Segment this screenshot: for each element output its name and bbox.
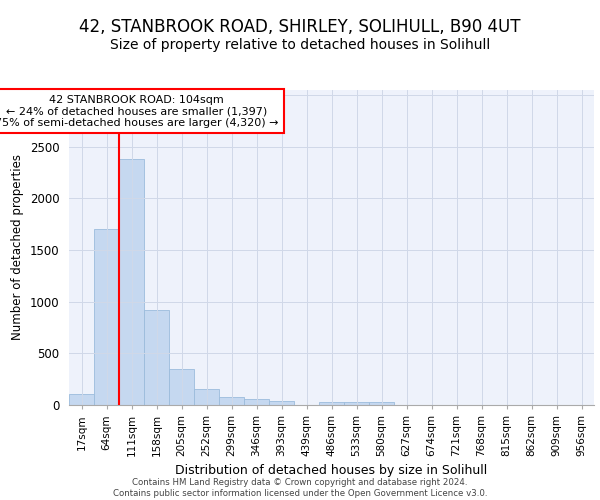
Bar xyxy=(144,310,169,405)
Bar xyxy=(269,401,294,405)
Bar xyxy=(94,230,119,405)
Y-axis label: Number of detached properties: Number of detached properties xyxy=(11,154,24,340)
Bar xyxy=(194,389,219,405)
Bar xyxy=(344,402,369,405)
Bar xyxy=(169,369,194,405)
Bar xyxy=(119,159,144,405)
Bar xyxy=(244,400,269,405)
Text: Size of property relative to detached houses in Solihull: Size of property relative to detached ho… xyxy=(110,38,490,52)
Bar xyxy=(69,394,94,405)
X-axis label: Distribution of detached houses by size in Solihull: Distribution of detached houses by size … xyxy=(175,464,488,477)
Bar xyxy=(319,402,344,405)
Bar xyxy=(219,396,244,405)
Bar xyxy=(369,402,394,405)
Text: 42 STANBROOK ROAD: 104sqm
← 24% of detached houses are smaller (1,397)
75% of se: 42 STANBROOK ROAD: 104sqm ← 24% of detac… xyxy=(0,94,278,128)
Text: Contains HM Land Registry data © Crown copyright and database right 2024.
Contai: Contains HM Land Registry data © Crown c… xyxy=(113,478,487,498)
Text: 42, STANBROOK ROAD, SHIRLEY, SOLIHULL, B90 4UT: 42, STANBROOK ROAD, SHIRLEY, SOLIHULL, B… xyxy=(79,18,521,36)
